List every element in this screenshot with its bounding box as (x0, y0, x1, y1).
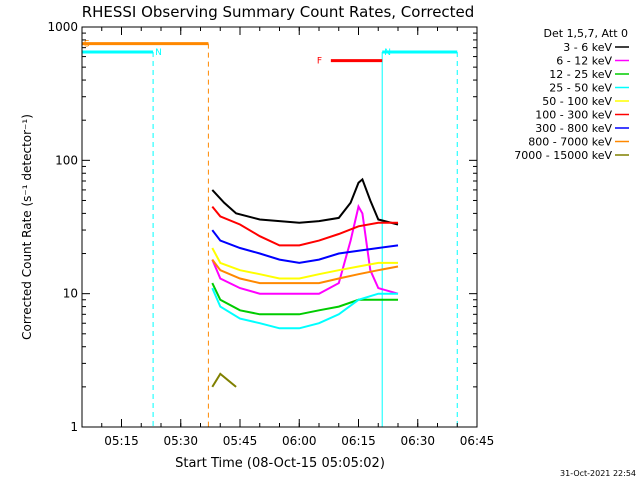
x-tick-label: 06:30 (400, 434, 435, 448)
y-axis-label: Corrected Count Rate (s⁻¹ detector⁻¹) (20, 114, 34, 340)
flags-layer: S N N F (82, 40, 458, 427)
legend-entry-label: 100 - 300 keV (535, 109, 612, 122)
series-line (211, 282, 398, 316)
x-tick-label: 05:45 (223, 434, 258, 448)
x-tick-label: 05:15 (104, 434, 139, 448)
series-line (211, 205, 398, 247)
x-tick-label: 06:15 (341, 434, 376, 448)
x-axis: 05:15 05:30 05:45 06:00 06:15 06:30 06:45 (81, 27, 495, 448)
series-line (211, 203, 399, 295)
legend-entry-label: 50 - 100 keV (542, 95, 612, 108)
plot-frame (81, 26, 478, 428)
legend-entry-label: 7000 - 15000 keV (514, 149, 612, 162)
y-tick-label: 10 (63, 287, 78, 301)
series-line (211, 229, 399, 264)
y-tick-label: 100 (55, 153, 78, 167)
legend-entry-label: 300 - 800 keV (535, 122, 612, 135)
legend-entry-label: 3 - 6 keV (563, 41, 612, 54)
legend-entry-label: 25 - 50 keV (549, 82, 612, 95)
x-tick-label: 06:00 (282, 434, 317, 448)
flag-label: N (384, 48, 391, 58)
legend-entry-label: 6 - 12 keV (556, 55, 612, 68)
flag-label: N (155, 48, 162, 58)
series-line (211, 247, 398, 280)
y-tick-label: 1000 (47, 20, 78, 34)
legend-header: Det 1,5,7, Att 0 (544, 27, 628, 40)
legend-entry-label: 800 - 7000 keV (528, 136, 612, 149)
flag-label: F (317, 57, 322, 67)
legend-entry-label: 12 - 25 keV (549, 68, 612, 81)
series-line (211, 177, 399, 226)
series-line (211, 372, 237, 388)
x-tick-label: 06:45 (460, 434, 495, 448)
x-tick-label: 05:30 (163, 434, 198, 448)
chart-title: RHESSI Observing Summary Count Rates, Co… (82, 3, 475, 21)
flag-label: S (84, 40, 90, 50)
series-line (211, 287, 398, 330)
series-line (211, 258, 399, 285)
series-layer (211, 177, 399, 388)
timestamp: 31-Oct-2021 22:54 (560, 469, 636, 478)
y-tick-label: 1 (70, 420, 78, 434)
y-axis: 1 10 100 1000 (47, 20, 477, 434)
x-axis-label: Start Time (08-Oct-15 05:05:02) (175, 456, 385, 471)
